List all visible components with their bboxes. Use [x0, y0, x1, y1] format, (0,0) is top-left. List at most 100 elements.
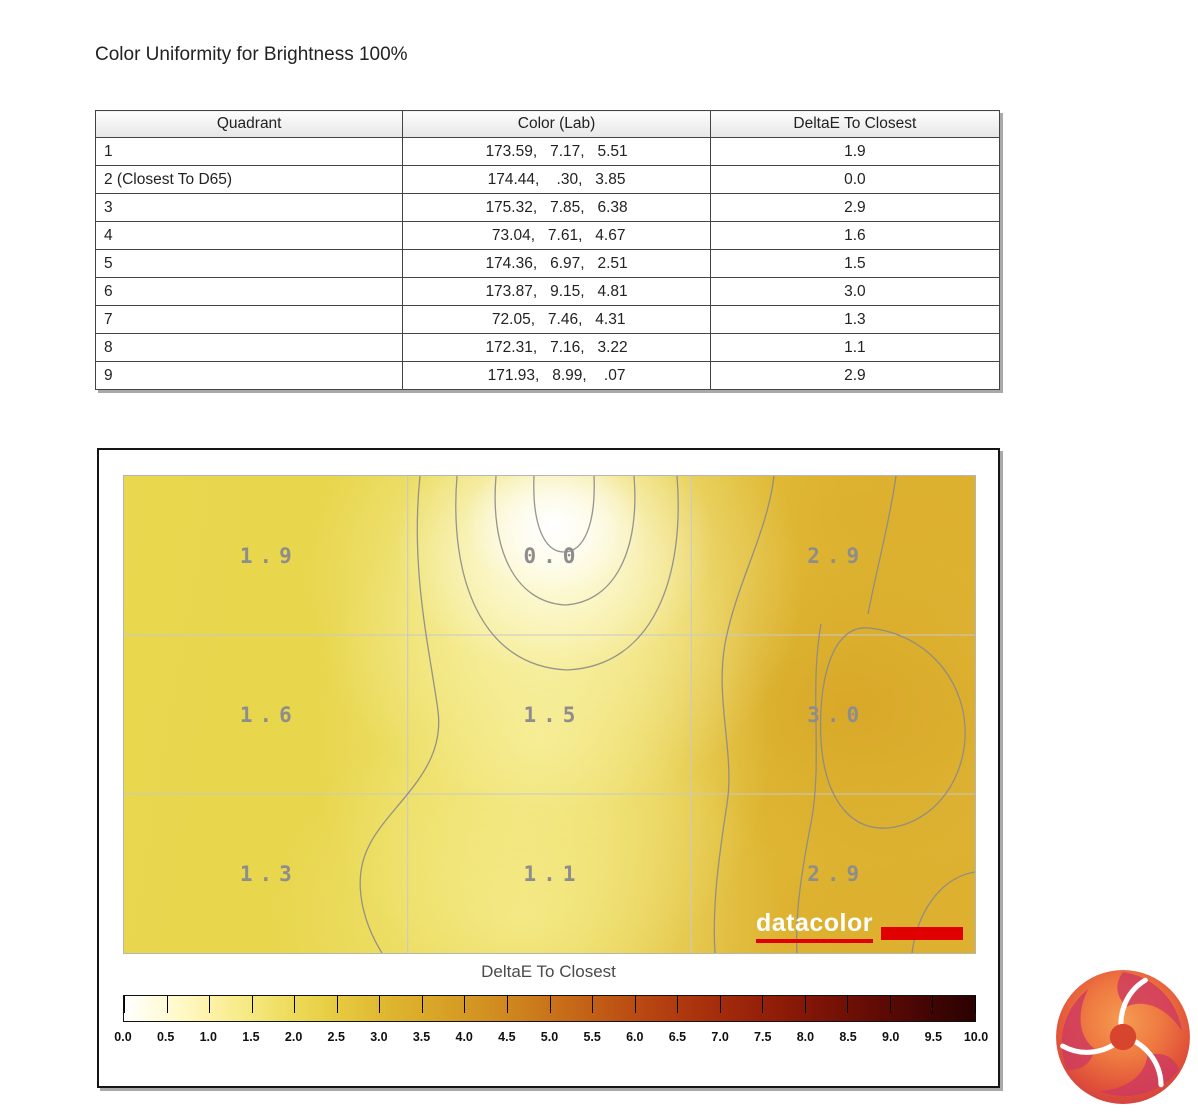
colorbar-tick-label: 7.5	[754, 1030, 772, 1044]
cell-deltae: 2.9	[709, 361, 1001, 390]
colorbar-tick	[677, 996, 679, 1013]
colorbar-tick-label: 4.5	[498, 1030, 516, 1044]
col-header-color-lab: Color (Lab)	[402, 110, 711, 138]
table-row: 7 72.05, 7.46, 4.31 1.3	[94, 305, 1001, 334]
colorbar-tick-label: 3.5	[412, 1030, 431, 1044]
cell-lab: 72.05, 7.46, 4.31	[402, 305, 711, 334]
colorbar-tick	[421, 996, 423, 1013]
cell-quadrant: 6	[94, 277, 404, 306]
colorbar-tick	[847, 996, 849, 1013]
colorbar-tick	[592, 996, 594, 1013]
cell-quadrant: 9	[94, 361, 404, 390]
contour-field	[124, 476, 975, 953]
colorbar-tick	[549, 996, 551, 1013]
cell-deltae: 2.9	[709, 193, 1001, 222]
colorbar-tick-labels: 0.0 0.5 1.0 1.5 2.0 2.5 3.0 3.5 4.0 4.5 5.0 5.5 6.0 6…	[114, 1030, 988, 1046]
colorbar-tick-label: 9.5	[924, 1030, 943, 1044]
cell-deltae: 1.1	[709, 333, 1001, 362]
colorbar-tick	[251, 996, 253, 1013]
cell-deltae: 1.3	[709, 305, 1001, 334]
colorbar-tick	[634, 996, 636, 1013]
colorbar-tick-label: 10.0	[963, 1030, 989, 1044]
colorbar-tick	[166, 996, 168, 1013]
cell-lab: 174.36, 6.97, 2.51	[402, 249, 711, 278]
cell-lab: 174.44, .30, 3.85	[402, 165, 711, 194]
cell-quadrant: 8	[94, 333, 404, 362]
cell-deltae: 1.5	[709, 249, 1001, 278]
quadrant-value: 1.3	[239, 861, 299, 886]
table-row: 8 172.31, 7.16, 3.22 1.1	[94, 333, 1001, 362]
colorbar-tick-label: 0.0	[114, 1030, 132, 1044]
cell-deltae: 1.9	[709, 137, 1001, 166]
colorbar-tick	[294, 996, 296, 1013]
colorbar-caption: DeltaE To Closest	[481, 962, 616, 981]
contour-plot: 1.9 0.0 2.9 1.6 1.5 3.0 1.3 1.1 2.9 data…	[123, 475, 976, 954]
datacolor-red-bar	[881, 927, 963, 940]
cell-lab: 173.87, 9.15, 4.81	[402, 277, 711, 306]
colorbar-tick-label: 8.0	[796, 1030, 815, 1044]
table-row: 1 173.59, 7.17, 5.51 1.9	[94, 137, 1001, 166]
cell-quadrant: 7	[94, 305, 404, 334]
colorbar-tick	[124, 996, 125, 1013]
colorbar-tick	[975, 996, 976, 1013]
page-title: Color Uniformity for Brightness 100%	[95, 44, 408, 65]
datacolor-wordmark: datacolor	[755, 911, 873, 943]
colorbar-tick	[804, 996, 806, 1013]
uniformity-contour-panel: 1.9 0.0 2.9 1.6 1.5 3.0 1.3 1.1 2.9 data…	[97, 448, 1000, 1088]
datacolor-logo: datacolor	[755, 911, 963, 943]
iso-contours	[359, 476, 975, 953]
colorbar-tick	[336, 996, 338, 1013]
contour-lines	[124, 476, 975, 953]
colorbar-tick-label: 2.0	[284, 1030, 303, 1044]
table-row: 9 171.93, 8.99, .07 2.9	[94, 361, 1001, 390]
colorbar-tick-label: 6.0	[626, 1030, 644, 1044]
table-header-row: Quadrant Color (Lab) DeltaE To Closest	[94, 110, 1001, 138]
colorbar-tick-label: 5.0	[540, 1030, 559, 1044]
table-row: 2 (Closest To D65) 174.44, .30, 3.85 0.0	[94, 165, 1001, 194]
col-header-quadrant: Quadrant	[94, 110, 404, 138]
colorbar-tick	[209, 996, 211, 1013]
cell-lab: 175.32, 7.85, 6.38	[402, 193, 711, 222]
colorbar-tick-label: 4.0	[455, 1030, 473, 1044]
colorbar-tick	[464, 996, 466, 1013]
quadrant-value: 3.0	[807, 702, 867, 727]
table-row: 4 73.04, 7.61, 4.67 1.6	[94, 221, 1001, 250]
colorbar-tick-label: 5.5	[583, 1030, 601, 1044]
colorbar-tick-label: 9.0	[881, 1030, 900, 1044]
colorbar-tick-label: 8.5	[839, 1030, 857, 1044]
colorbar-tick-label: 1.0	[199, 1030, 217, 1044]
quadrant-value: 2.9	[807, 543, 867, 568]
uniformity-table: Quadrant Color (Lab) DeltaE To Closest 1…	[94, 110, 1001, 390]
table-row: 3 175.32, 7.85, 6.38 2.9	[94, 193, 1001, 222]
cell-lab: 172.31, 7.16, 3.22	[402, 333, 711, 362]
colorbar-tick	[506, 996, 508, 1013]
spiral-logo-icon	[1056, 970, 1190, 1104]
quadrant-value: 1.9	[239, 543, 299, 568]
table-row: 6 173.87, 9.15, 4.81 3.0	[94, 277, 1001, 306]
colorbar-tick-label: 1.5	[242, 1030, 260, 1044]
cell-lab: 171.93, 8.99, .07	[402, 361, 711, 390]
colorbar-tick	[932, 996, 934, 1013]
cell-deltae: 0.0	[709, 165, 1001, 194]
quadrant-value: 2.9	[807, 861, 867, 886]
quadrant-value-labels: 1.9 0.0 2.9 1.6 1.5 3.0 1.3 1.1 2.9	[124, 476, 975, 953]
deltae-colorbar	[123, 995, 976, 1022]
cell-deltae: 3.0	[709, 277, 1001, 306]
colorbar-tick-label: 0.5	[156, 1030, 175, 1044]
cell-deltae: 1.6	[709, 221, 1001, 250]
site-spiral-logo	[1052, 966, 1194, 1108]
quadrant-value: 1.5	[523, 702, 583, 727]
cell-lab: 73.04, 7.61, 4.67	[402, 221, 711, 250]
colorbar-tick-label: 7.0	[711, 1030, 729, 1044]
cell-quadrant: 1	[94, 137, 404, 166]
colorbar-tick-label: 3.0	[370, 1030, 388, 1044]
colorbar-tick-label: 6.5	[668, 1030, 687, 1044]
cell-quadrant: 5	[94, 249, 404, 278]
cell-lab: 173.59, 7.17, 5.51	[402, 137, 711, 166]
colorbar-tick	[762, 996, 764, 1013]
cell-quadrant: 3	[94, 193, 404, 222]
cell-quadrant: 2 (Closest To D65)	[94, 165, 404, 194]
colorbar-tick-label: 2.5	[327, 1030, 345, 1044]
col-header-deltae: DeltaE To Closest	[709, 110, 1001, 138]
quadrant-value: 0.0	[523, 543, 583, 568]
